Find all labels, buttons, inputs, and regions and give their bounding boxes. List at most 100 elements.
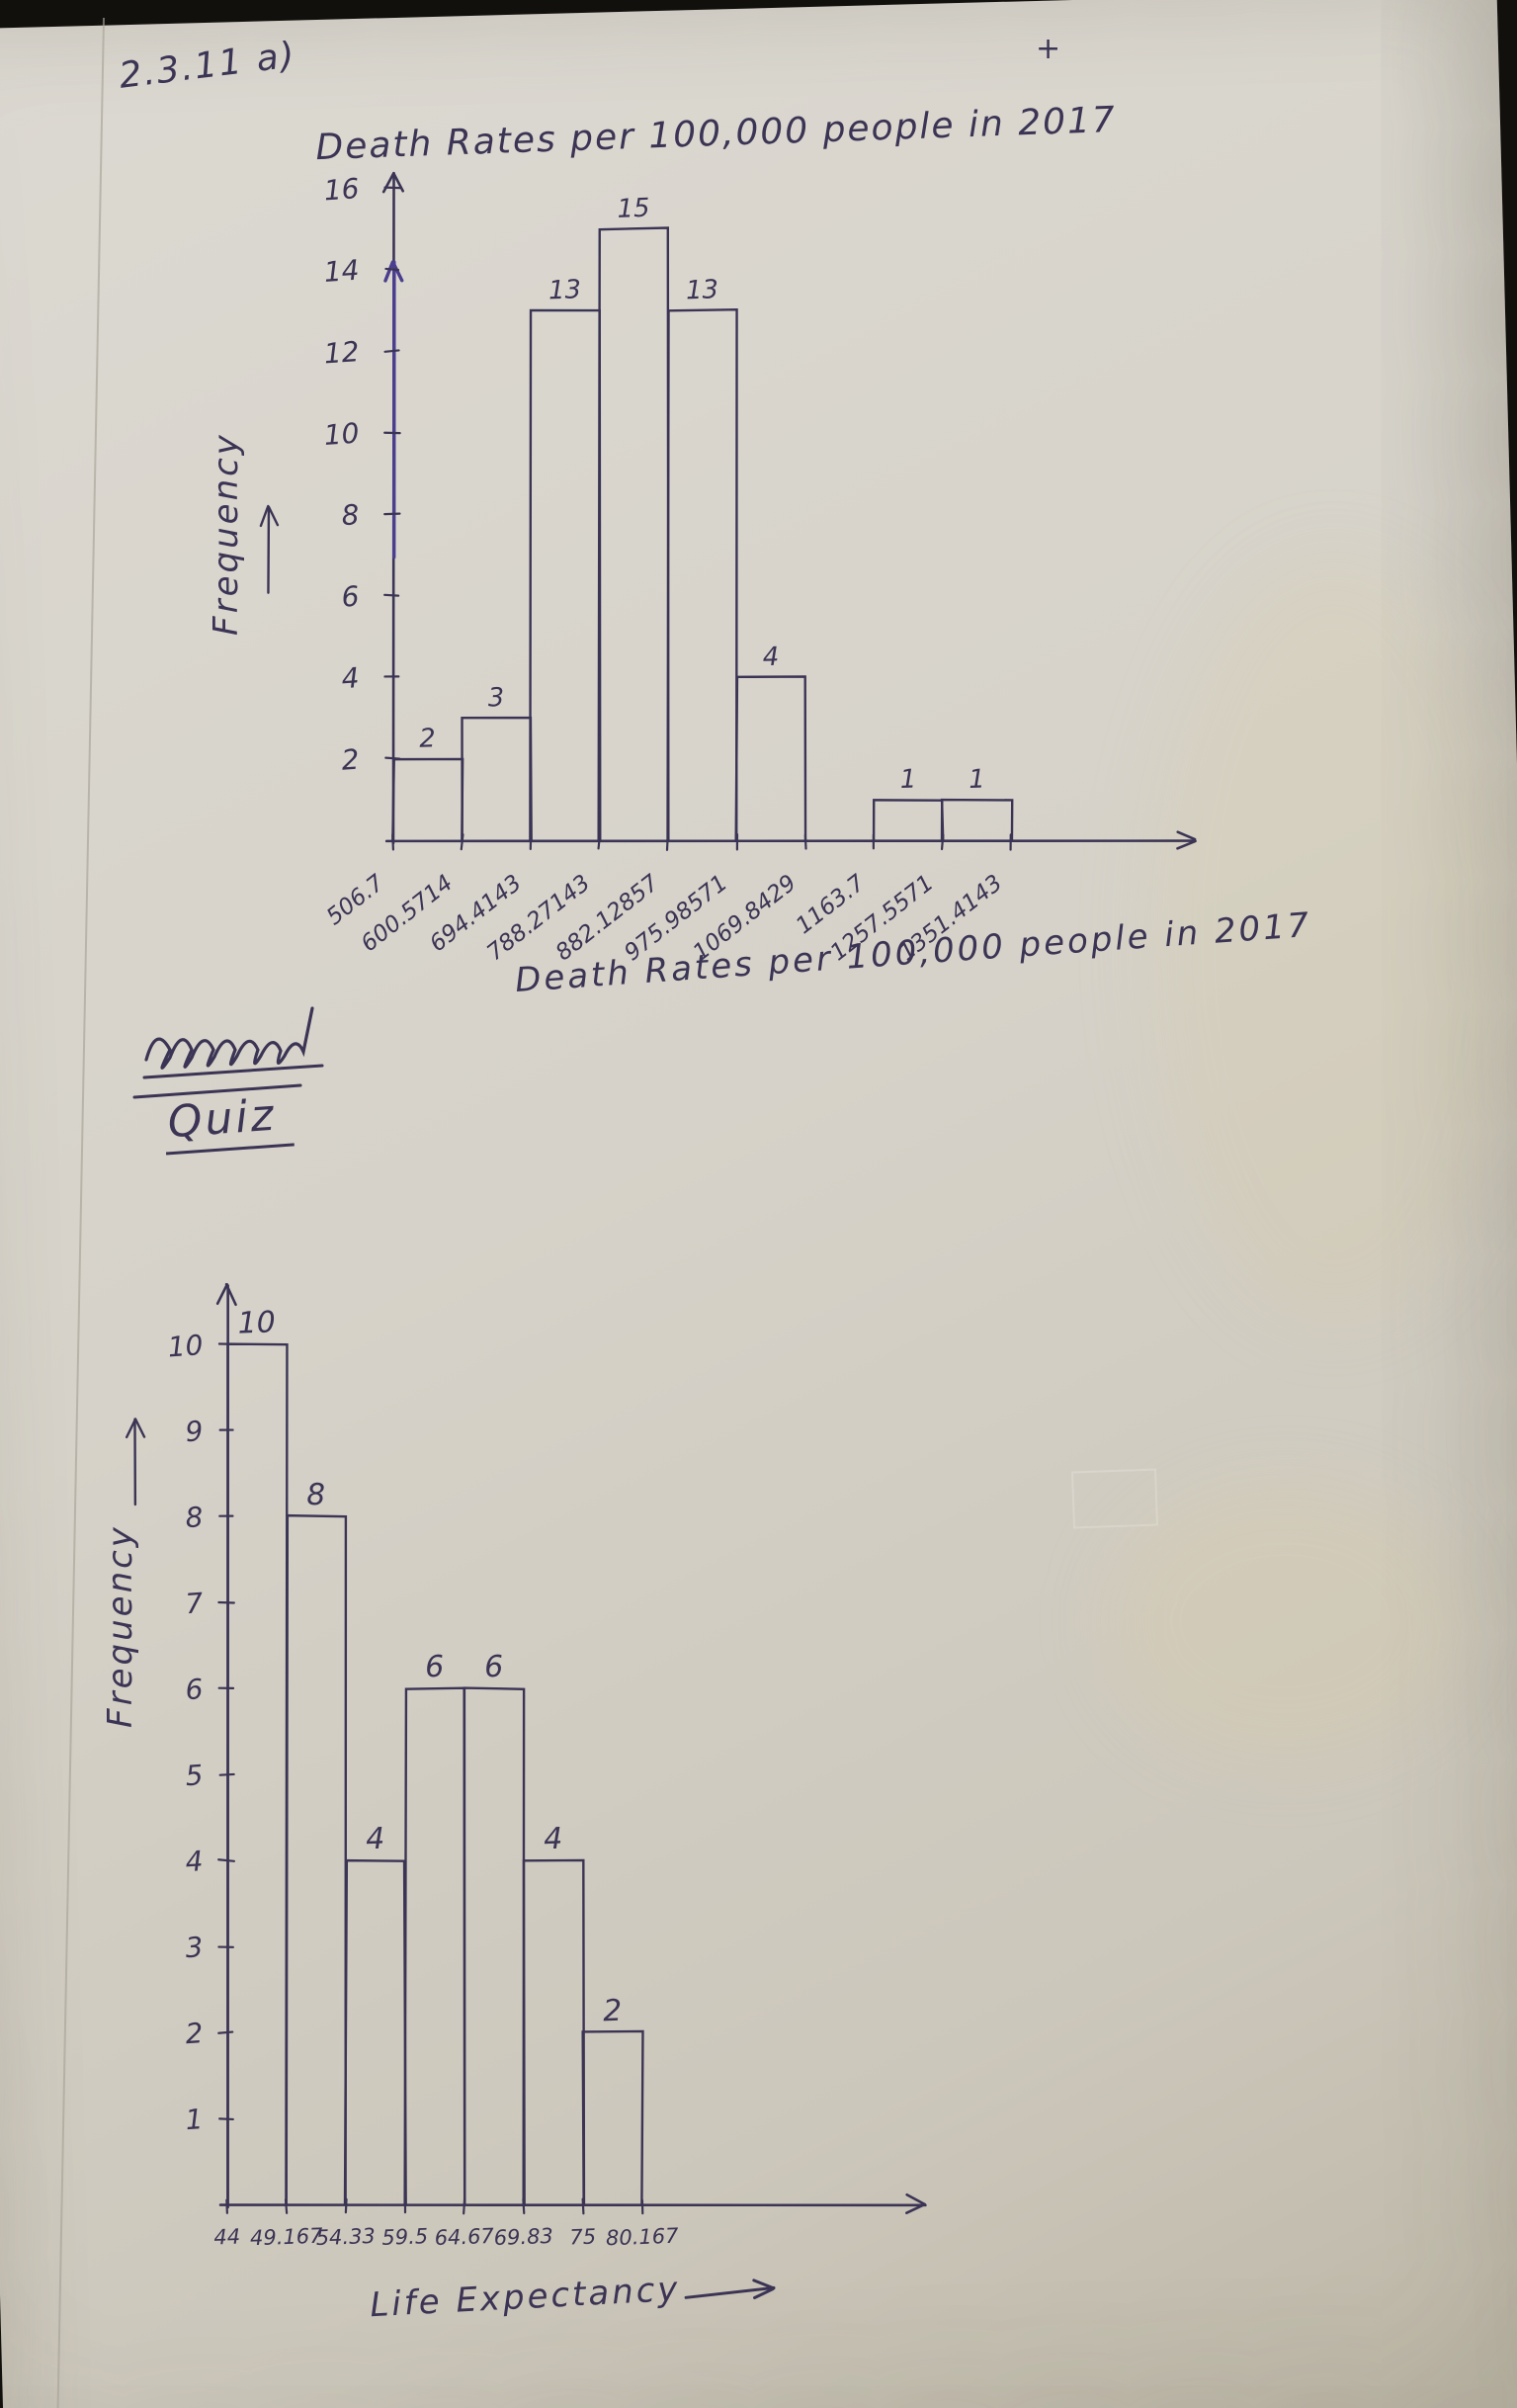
- x-tick-label: 69.83: [493, 2224, 553, 2250]
- exercise-number-label: 2.3.11 a): [117, 35, 298, 97]
- plot-area: 246810121416506.7600.5714694.4143788.271…: [259, 171, 1197, 966]
- y-axis-label: Frequency: [207, 432, 246, 636]
- underline-stroke: [132, 1083, 302, 1099]
- histogram-bar: [285, 1513, 348, 2206]
- y-tick-label: 8: [184, 1501, 204, 1534]
- y-tick: [383, 512, 401, 516]
- y-tick-label: 14: [323, 254, 361, 289]
- x-tick-label: 54.33: [315, 2224, 376, 2250]
- y-tick-label: 8: [340, 498, 360, 532]
- bar-value-label: 2: [603, 1994, 623, 2029]
- underline-stroke: [142, 1064, 324, 1079]
- bar-value-label: 13: [548, 275, 581, 305]
- light-reflection: [1107, 1483, 1463, 1760]
- y-tick-label: 10: [167, 1329, 205, 1363]
- arrowhead: [905, 2193, 927, 2206]
- x-label-arrow: [684, 2285, 776, 2299]
- y-tick-label: 4: [340, 661, 360, 695]
- y-tick-label: 10: [323, 417, 361, 452]
- bar-value-label: 1: [899, 764, 917, 795]
- y-tick-label: 16: [323, 172, 361, 207]
- y-tick-label: 9: [184, 1415, 204, 1448]
- arrowhead: [1176, 839, 1197, 850]
- arrowhead: [224, 1282, 237, 1307]
- y-tick: [217, 1858, 236, 1862]
- x-tick-label: 80.167: [606, 2224, 680, 2251]
- histogram-bar: [581, 2029, 644, 2206]
- y-tick-label: 4: [184, 1845, 204, 1878]
- y-tick-label: 5: [184, 1759, 204, 1792]
- bar-value-label: 4: [544, 1822, 563, 1857]
- histogram-bar: [597, 226, 670, 842]
- y-tick-label: 1: [184, 2103, 204, 2136]
- plus-mark: +: [1036, 32, 1061, 66]
- y-tick: [384, 267, 400, 272]
- arrowhead: [905, 2202, 926, 2215]
- y-tick-label: 3: [184, 1931, 204, 1964]
- x-tick-label: 49.167: [250, 2224, 324, 2251]
- x-tick-label: 44: [213, 2225, 241, 2250]
- x-axis-label: Life Expectancy: [369, 2270, 681, 2325]
- histogram-bar: [403, 1686, 466, 2206]
- bar-value-label: 4: [762, 643, 780, 673]
- x-tick-label: 59.5: [381, 2224, 429, 2250]
- y-tick: [218, 2117, 234, 2121]
- bar-value-label: 3: [487, 683, 505, 714]
- histogram-death-rates: Death Rates per 100,000 people in 2017 F…: [207, 100, 1313, 1000]
- histogram-bar: [529, 308, 602, 842]
- x-tick-label: 64.67: [434, 2224, 495, 2250]
- arrowhead: [259, 504, 270, 528]
- bar-value-label: 1: [969, 764, 986, 795]
- arrowhead: [752, 2279, 776, 2290]
- arrowhead: [268, 506, 280, 527]
- paper-impression-mark: [1071, 1468, 1158, 1529]
- bar-value-label: 2: [419, 724, 437, 754]
- bar-value-label: 4: [366, 1822, 385, 1857]
- arrowhead: [215, 1283, 229, 1306]
- bar-value-label: 6: [425, 1650, 445, 1685]
- arrowhead: [392, 172, 405, 193]
- bar-value-label: 13: [685, 275, 718, 305]
- arrowhead: [753, 2287, 775, 2299]
- y-tick: [217, 2030, 234, 2034]
- histogram-bar: [872, 799, 944, 842]
- y-tick-label: 7: [184, 1587, 204, 1620]
- y-axis-label: Frequency: [101, 1524, 140, 1728]
- y-tick-label: 2: [340, 743, 360, 777]
- scribble-stroke: [144, 1006, 314, 1070]
- bar-value-label: 15: [617, 194, 650, 224]
- histogram-bar: [461, 716, 533, 842]
- y-tick-label: 6: [184, 1673, 204, 1706]
- arrowhead: [383, 260, 395, 283]
- arrowhead: [1176, 830, 1197, 841]
- histogram-bar: [666, 308, 738, 842]
- quiz-heading: Quiz: [162, 1088, 295, 1156]
- histogram-bar: [391, 757, 464, 842]
- histogram-bar: [522, 1858, 586, 2206]
- histogram-bar: [940, 798, 1014, 842]
- histogram-bar: [734, 675, 807, 842]
- y-tick: [383, 349, 400, 353]
- y-tick-label: 2: [184, 2017, 204, 2050]
- y-tick-label: 12: [323, 335, 361, 370]
- bar-value-label: 6: [484, 1650, 504, 1685]
- arrowhead: [381, 171, 395, 194]
- y-tick: [383, 186, 401, 190]
- y-tick-label: 6: [340, 580, 360, 614]
- chart-title: Death Rates per 100,000 people in 2017: [315, 100, 1118, 168]
- arrowhead: [391, 260, 404, 283]
- histogram-bar: [226, 1342, 289, 2206]
- arrowhead: [125, 1418, 137, 1439]
- bar-value-label: 8: [306, 1478, 326, 1513]
- scribbled-out-word: [132, 1006, 324, 1099]
- bar-value-label: 10: [237, 1305, 276, 1340]
- arrowhead: [133, 1418, 146, 1438]
- y-tick: [383, 593, 400, 597]
- x-tick-label: 75: [569, 2225, 597, 2250]
- histogram-bar: [463, 1686, 526, 2206]
- histogram-bar: [343, 1858, 407, 2206]
